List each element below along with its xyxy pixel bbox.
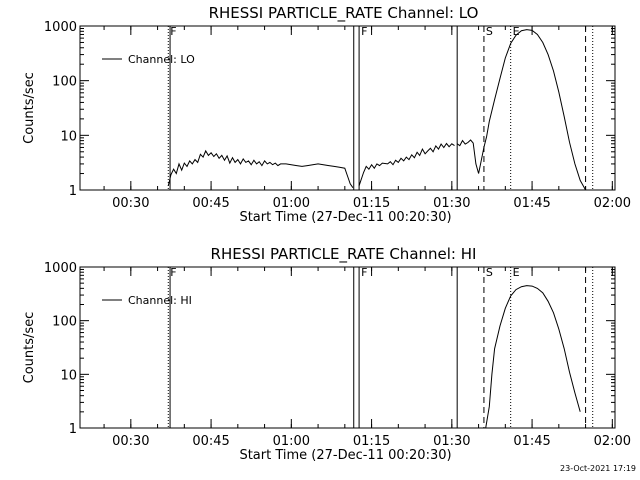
x-tick-label-lo: 01:30 xyxy=(433,196,470,211)
x-tick-label-hi: 01:15 xyxy=(353,434,390,449)
x-tick-label-lo: 01:15 xyxy=(353,196,390,211)
x-tick-label-hi: 01:00 xyxy=(273,434,310,449)
x-tick-label-lo: 00:45 xyxy=(192,196,229,211)
x-tick-label-hi: 00:45 xyxy=(192,434,229,449)
x-tick-label-hi: 01:30 xyxy=(433,434,470,449)
x-axis-label-hi: Start Time (27-Dec-11 00:20:30) xyxy=(239,448,451,463)
y-tick-label-lo: 1000 xyxy=(44,20,77,35)
plot-timestamp: 23-Oct-2021 17:19 xyxy=(560,464,636,473)
y-tick-label-lo: 10 xyxy=(60,129,77,144)
x-tick-label-hi: 00:30 xyxy=(112,434,149,449)
y-tick-label-lo: 1 xyxy=(69,184,77,199)
legend-label-lo: Channel: LO xyxy=(128,53,195,66)
event-marker-label-lo: S xyxy=(486,25,493,38)
event-marker-label-hi: F xyxy=(170,266,176,279)
x-tick-label-lo: 01:45 xyxy=(513,196,550,211)
event-marker-label-lo: F xyxy=(361,25,367,38)
event-marker-label-hi: S xyxy=(486,266,493,279)
chart-title-lo: RHESSI PARTICLE_RATE Channel: LO xyxy=(209,4,479,23)
series-line-hi xyxy=(485,285,581,429)
chart-panel-lo: RHESSI PARTICLE_RATE Channel: LO Counts/s… xyxy=(22,4,631,225)
plot-frame-hi xyxy=(79,266,616,429)
y-tick-label-hi: 10 xyxy=(60,368,77,383)
series-line-lo xyxy=(167,149,354,188)
x-tick-label-lo: 02:00 xyxy=(594,196,631,211)
event-marker-label-lo: F xyxy=(170,25,176,38)
legend-label-hi: Channel: HI xyxy=(128,294,192,307)
plot-frame-lo xyxy=(79,25,616,191)
event-marker-label-hi: E xyxy=(513,266,520,279)
y-tick-label-hi: 1 xyxy=(69,422,77,437)
series-line-lo xyxy=(358,142,455,186)
chart-title-hi: RHESSI PARTICLE_RATE Channel: HI xyxy=(211,245,477,264)
x-tick-label-hi: 01:45 xyxy=(513,434,550,449)
chart-panel-hi: RHESSI PARTICLE_RATE Channel: HI Counts/s… xyxy=(22,245,631,463)
x-axis-label-lo: Start Time (27-Dec-11 00:20:30) xyxy=(239,210,451,225)
y-axis-label-lo: Counts/sec xyxy=(22,72,37,144)
x-tick-label-lo: 01:00 xyxy=(273,196,310,211)
event-marker-label-hi: F xyxy=(361,266,367,279)
event-marker-label-lo: E xyxy=(513,25,520,38)
x-tick-label-lo: 00:30 xyxy=(112,196,149,211)
x-tick-label-hi: 02:00 xyxy=(594,434,631,449)
y-axis-label-hi: Counts/sec xyxy=(22,312,37,384)
series-line-lo xyxy=(456,29,587,191)
y-tick-label-hi: 1000 xyxy=(44,261,77,276)
y-tick-label-hi: 100 xyxy=(52,315,77,330)
y-tick-label-lo: 100 xyxy=(52,75,77,90)
